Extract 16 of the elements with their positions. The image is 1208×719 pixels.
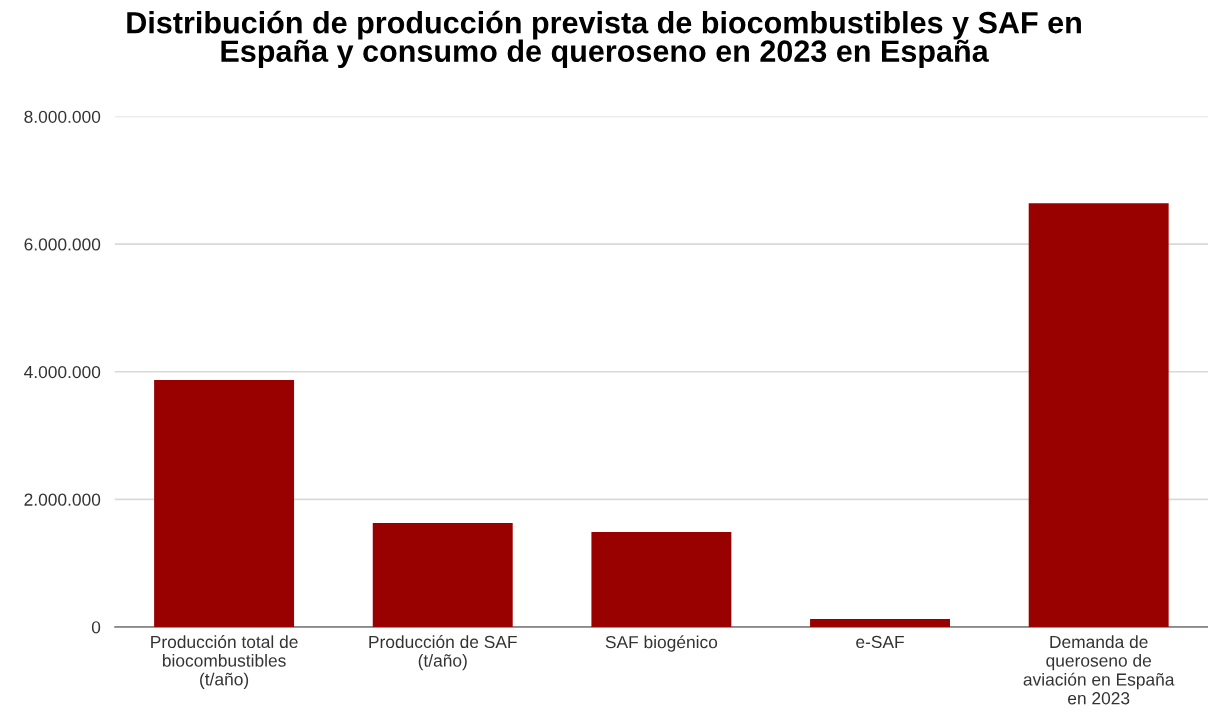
x-tick-label: Producción de SAF (t/año) [369, 635, 517, 671]
bar [1028, 203, 1169, 627]
x-tick-label: Demanda de queroseno de aviación en España en 2023 [1023, 635, 1175, 705]
x-tick-label: SAF biogénico [605, 635, 718, 652]
chart-title: Distribución de producción prevista de biocombustibles y SAF en España y consumo de queroseno en 2023 en España [127, 10, 1081, 69]
y-tick-label: 8.000.000 [24, 110, 101, 123]
x-tick-label: Producción total de biocombustibles (t/año) [151, 635, 298, 689]
bar [591, 531, 732, 627]
y-tick-label: 6.000.000 [24, 238, 101, 251]
y-tick-label: 4.000.000 [24, 365, 101, 379]
x-tick-label: e-SAF [856, 635, 904, 649]
y-tick-label: 2.000.000 [24, 493, 101, 506]
bar [810, 618, 950, 627]
bar [154, 380, 295, 627]
bar [372, 522, 513, 627]
y-tick-label: 0 [91, 621, 101, 634]
